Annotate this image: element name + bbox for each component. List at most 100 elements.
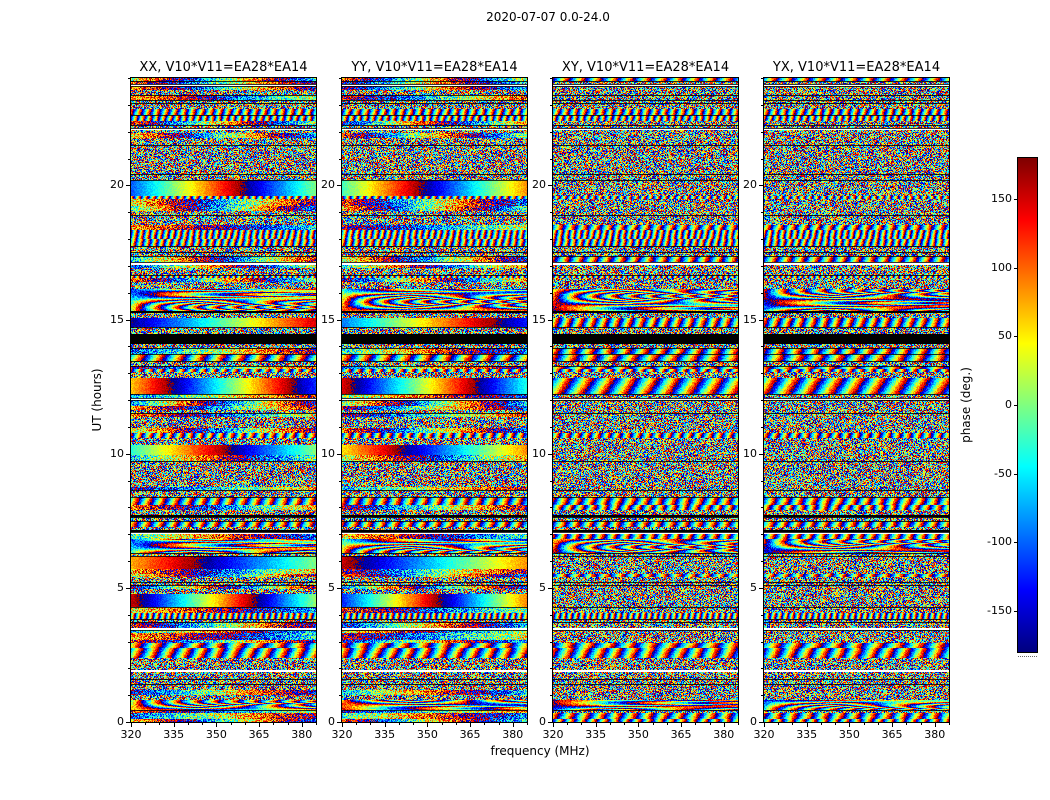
x-tick-label: 365: [670, 728, 692, 741]
y-tick: [761, 534, 763, 536]
y-tick-label: 15: [110, 312, 124, 326]
y-tick: [550, 131, 552, 133]
x-tick: [738, 723, 739, 725]
y-tick: [761, 614, 763, 616]
y-tick: [339, 561, 341, 562]
x-tick-label: 335: [796, 728, 818, 741]
y-tick: [339, 614, 341, 616]
x-tick: [567, 723, 569, 725]
y-tick: [761, 346, 763, 348]
x-tick: [920, 723, 922, 725]
colorbar-label: phase (deg.): [959, 367, 973, 443]
x-tick: [370, 723, 372, 725]
x-tick: [470, 723, 472, 727]
x-tick: [187, 723, 189, 725]
colorbar-tick-label: 0: [1005, 398, 1012, 411]
x-tick: [287, 723, 289, 725]
y-tick-label: 10: [110, 446, 124, 460]
y-tick: [337, 185, 341, 187]
x-tick: [527, 723, 528, 725]
y-tick: [761, 668, 763, 670]
x-tick: [681, 723, 683, 727]
y-tick: [128, 426, 130, 428]
x-tick: [624, 723, 626, 725]
x-tick: [553, 723, 554, 727]
y-tick: [128, 104, 130, 106]
x-tick: [301, 723, 303, 727]
y-tick-label: 20: [321, 178, 335, 192]
colorbar-tick: [1014, 473, 1018, 475]
x-tick: [934, 723, 936, 727]
y-tick: [759, 185, 763, 187]
x-tick: [892, 723, 894, 727]
panel-title-YX: YX, V10*V11=EA28*EA14: [772, 60, 941, 75]
y-tick: [337, 587, 341, 589]
y-tick: [761, 507, 763, 509]
x-tick: [723, 723, 725, 727]
colorbar-tick-label: 100: [991, 260, 1012, 274]
y-tick: [550, 212, 552, 214]
x-tick: [835, 723, 837, 725]
y-tick: [761, 239, 763, 240]
y-tick: [339, 480, 341, 482]
colorbar-tick-label: 150: [991, 192, 1012, 206]
y-tick: [548, 587, 552, 589]
x-tick-label: 380: [291, 728, 313, 741]
y-tick: [339, 668, 341, 670]
y-tick: [128, 507, 130, 509]
colorbar-tick: [1014, 610, 1018, 612]
x-tick: [863, 723, 865, 725]
y-tick: [761, 78, 763, 79]
x-tick: [273, 723, 275, 725]
heatmap-XY: [552, 77, 739, 723]
y-tick: [339, 292, 341, 294]
y-tick: [339, 534, 341, 536]
heatmap-YX: [763, 77, 950, 723]
y-tick: [128, 131, 130, 133]
y-tick: [128, 561, 130, 562]
y-tick: [550, 534, 552, 536]
y-tick: [550, 641, 552, 643]
x-tick-label: 380: [924, 728, 946, 741]
y-tick: [761, 131, 763, 133]
y-tick: [548, 185, 552, 187]
x-tick: [638, 723, 640, 727]
x-tick: [877, 723, 879, 725]
y-tick-label: 0: [539, 715, 546, 728]
x-tick-label: 380: [502, 728, 524, 741]
x-tick-label: 320: [542, 728, 564, 741]
x-tick-label: 350: [205, 728, 227, 741]
colorbar-tick: [1014, 267, 1018, 269]
y-tick-label: 10: [321, 446, 335, 460]
y-tick: [126, 453, 130, 455]
y-tick: [128, 641, 130, 643]
y-tick: [550, 480, 552, 482]
x-tick: [609, 723, 611, 725]
y-tick-label: 0: [750, 715, 757, 728]
y-tick: [339, 265, 341, 267]
x-tick: [512, 723, 514, 727]
colorbar: [1017, 157, 1038, 653]
y-tick: [550, 668, 552, 670]
x-tick-label: 350: [416, 728, 438, 741]
y-tick: [550, 292, 552, 294]
y-tick: [126, 185, 130, 187]
x-tick: [316, 723, 317, 725]
x-tick: [159, 723, 161, 725]
y-tick: [128, 346, 130, 348]
y-tick: [126, 587, 130, 589]
x-tick-label: 365: [881, 728, 903, 741]
y-tick: [128, 239, 130, 240]
x-tick: [484, 723, 486, 725]
x-tick: [202, 723, 204, 725]
y-tick: [126, 319, 130, 321]
colorbar-tick: [1014, 405, 1018, 406]
y-tick: [759, 319, 763, 321]
x-tick-label: 320: [331, 728, 353, 741]
y-tick: [761, 641, 763, 643]
y-tick: [128, 78, 130, 79]
heatmap-XX: [130, 77, 317, 723]
colorbar-tick: [1014, 542, 1018, 544]
y-tick: [761, 400, 763, 401]
colorbar-tick-label: -100: [987, 535, 1012, 549]
